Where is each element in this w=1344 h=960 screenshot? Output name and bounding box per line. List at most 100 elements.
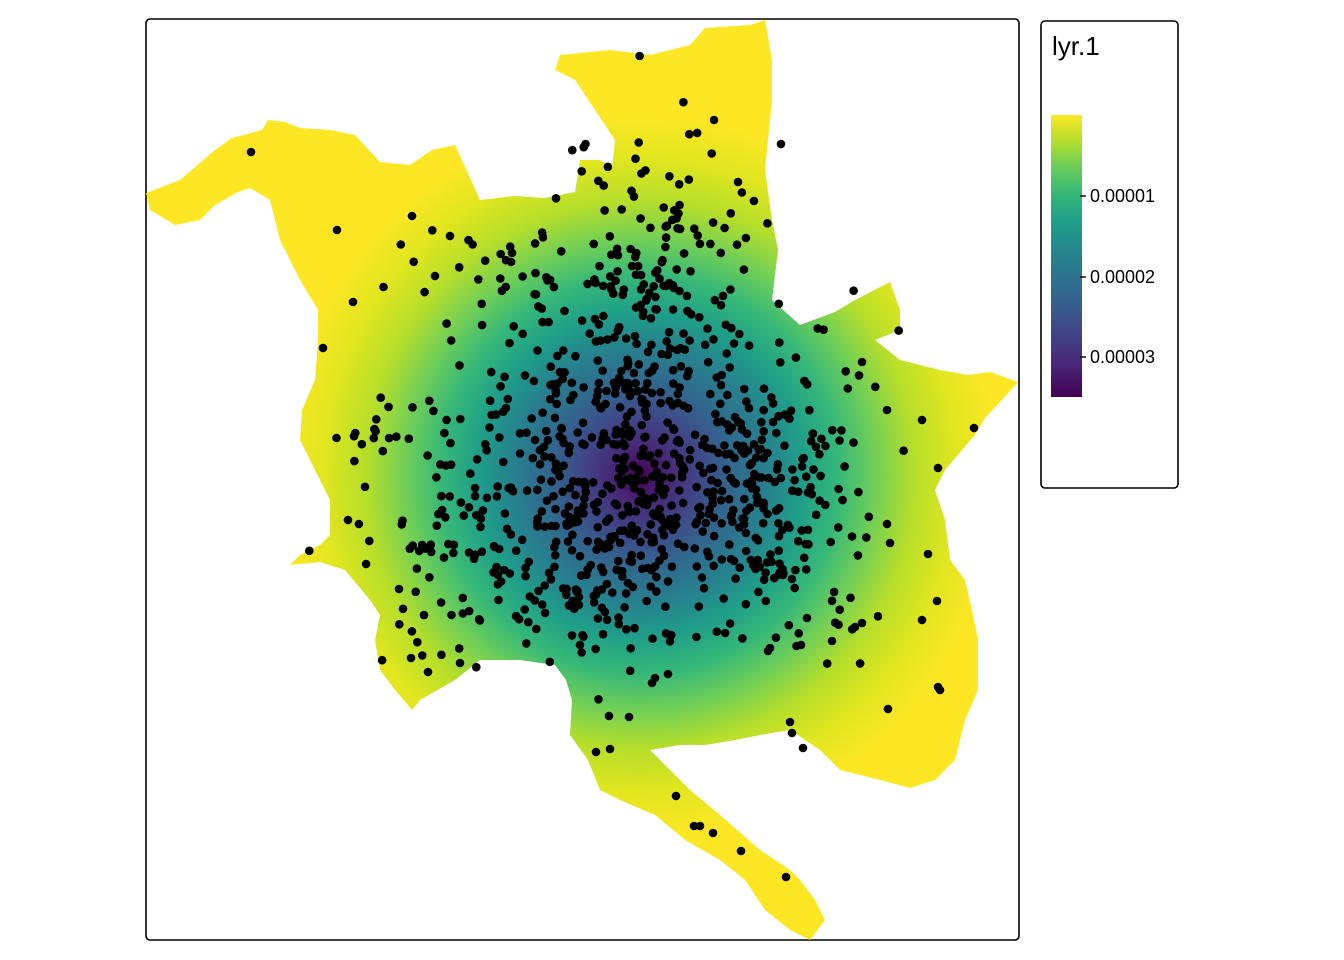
- event-point: [357, 439, 367, 449]
- event-point: [969, 423, 979, 433]
- event-point: [656, 512, 665, 521]
- event-point: [624, 712, 634, 722]
- event-point: [538, 233, 548, 242]
- event-point: [540, 452, 549, 461]
- event-point: [808, 429, 818, 439]
- event-point: [583, 536, 592, 546]
- event-point: [578, 439, 587, 449]
- event-point: [840, 462, 849, 471]
- event-point: [423, 667, 433, 677]
- event-point: [616, 526, 625, 536]
- event-point: [515, 449, 525, 458]
- event-point: [583, 565, 592, 574]
- event-point: [598, 629, 608, 639]
- event-point: [833, 523, 843, 532]
- event-point: [472, 455, 482, 464]
- event-point: [695, 461, 704, 471]
- event-point: [767, 557, 776, 567]
- event-point: [558, 584, 568, 593]
- event-point: [395, 620, 404, 629]
- event-point: [508, 486, 518, 496]
- event-point: [472, 662, 481, 672]
- event-point: [361, 559, 371, 569]
- event-point: [555, 367, 565, 377]
- event-point: [741, 599, 751, 609]
- event-point: [246, 147, 256, 157]
- event-point: [682, 371, 692, 381]
- event-point: [669, 206, 679, 215]
- event-point: [657, 349, 666, 359]
- event-point: [593, 522, 603, 532]
- event-point: [763, 219, 772, 228]
- event-point: [802, 613, 812, 623]
- event-point: [899, 446, 908, 456]
- event-point: [625, 391, 635, 401]
- event-point: [500, 509, 510, 518]
- event-point: [442, 319, 451, 328]
- event-point: [543, 436, 553, 445]
- event-point: [614, 619, 624, 629]
- event-point: [699, 468, 708, 478]
- event-point: [612, 453, 621, 463]
- event-point: [720, 223, 729, 233]
- event-point: [477, 320, 487, 330]
- event-point: [641, 385, 650, 394]
- event-point: [515, 429, 525, 438]
- event-point: [827, 636, 837, 646]
- event-point: [849, 286, 858, 296]
- event-point: [797, 462, 807, 471]
- event-point: [593, 614, 603, 623]
- event-point: [594, 176, 603, 186]
- event-point: [560, 306, 569, 316]
- event-point: [639, 444, 648, 454]
- event-point: [477, 547, 487, 556]
- event-point: [654, 485, 664, 495]
- event-point: [587, 433, 597, 442]
- event-point: [636, 487, 646, 497]
- event-point: [454, 644, 464, 653]
- event-point: [547, 477, 556, 486]
- event-point: [727, 423, 737, 433]
- event-point: [732, 441, 742, 450]
- event-point: [580, 477, 589, 487]
- event-point: [637, 420, 647, 430]
- event-point: [781, 872, 791, 882]
- event-point: [551, 551, 560, 560]
- event-point: [318, 343, 328, 353]
- event-point: [611, 383, 620, 392]
- event-point: [697, 573, 707, 582]
- event-point: [434, 509, 443, 519]
- event-point: [835, 436, 844, 445]
- event-point: [637, 394, 646, 404]
- event-point: [662, 221, 672, 230]
- event-point: [685, 336, 694, 345]
- event-point: [447, 610, 456, 620]
- event-point: [659, 281, 668, 291]
- event-point: [520, 371, 530, 380]
- event-point: [722, 465, 731, 474]
- event-point: [759, 405, 768, 415]
- event-point: [699, 583, 709, 593]
- event-point: [772, 465, 782, 474]
- event-point: [558, 434, 567, 444]
- event-point: [821, 441, 830, 451]
- event-point: [738, 634, 747, 643]
- event-point: [407, 627, 417, 636]
- event-point: [533, 514, 543, 523]
- event-point: [571, 490, 580, 500]
- event-point: [496, 382, 505, 391]
- event-point: [827, 596, 837, 606]
- event-point: [618, 511, 627, 520]
- event-point: [445, 492, 455, 501]
- event-point: [761, 596, 771, 606]
- event-point: [692, 482, 701, 492]
- event-point: [815, 449, 824, 459]
- event-point: [564, 502, 574, 511]
- event-point: [612, 244, 622, 254]
- event-point: [726, 512, 736, 521]
- event-point: [604, 711, 614, 721]
- event-point: [594, 695, 603, 704]
- event-point: [815, 496, 824, 506]
- event-point: [621, 334, 631, 343]
